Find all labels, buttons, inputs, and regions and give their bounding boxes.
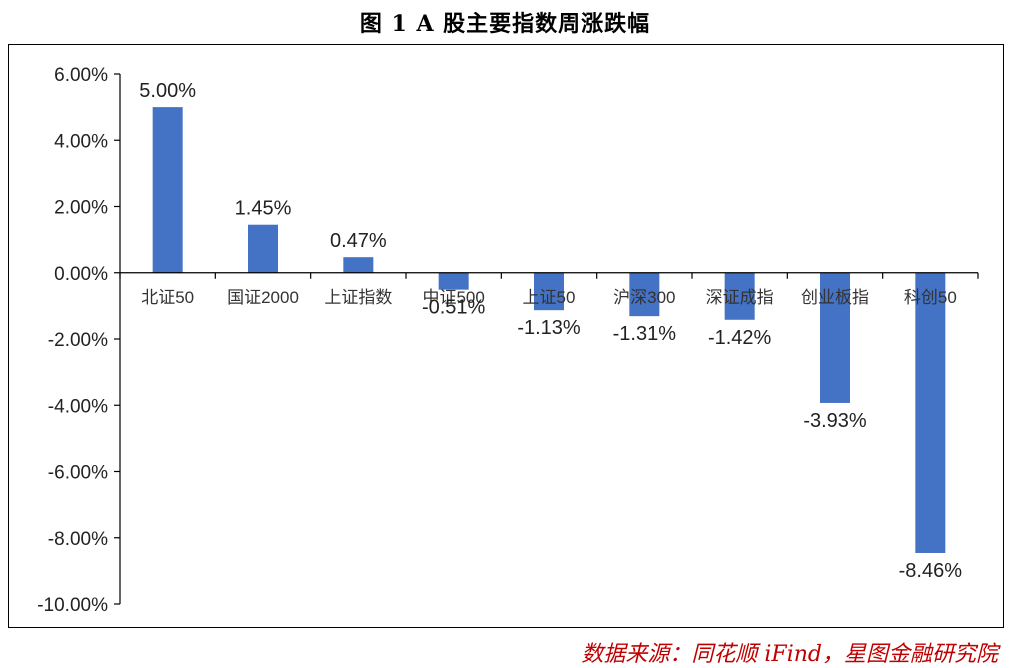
source-note: 数据来源：同花顺 iFind，星图金融研究院 [581, 642, 998, 667]
y-tick-label: 2.00% [54, 198, 108, 219]
chart-frame [8, 44, 1004, 628]
y-tick-label: -4.00% [48, 396, 108, 417]
y-tick-label: -8.00% [48, 529, 108, 550]
bar [820, 272, 850, 403]
bar [629, 272, 660, 317]
category-label: 沪深300 [613, 288, 675, 307]
category-label: 中证500 [422, 288, 484, 307]
chart-title: 图 1 A 股主要指数周涨跌幅 [359, 11, 651, 37]
bar [915, 272, 946, 553]
bar [438, 272, 469, 290]
y-axis: 6.00% 4.00% 2.00% 0.00% -2.00% -4.00% -6.00% -8… [37, 65, 121, 616]
data-label: -1.42% [708, 327, 772, 349]
bar [534, 272, 564, 311]
bar [343, 257, 374, 273]
y-tick-label: 0.00% [54, 264, 108, 285]
data-label: -1.13% [517, 317, 581, 339]
bar [152, 107, 183, 273]
y-tick-label: 4.00% [54, 131, 108, 152]
bars [152, 107, 946, 553]
data-label: -3.93% [803, 410, 867, 432]
category-label: 上证指数 [324, 288, 392, 307]
bar [248, 224, 278, 273]
x-axis [119, 272, 979, 279]
y-tick-label: -10.00% [37, 595, 108, 616]
category-label: 深证成指 [706, 288, 774, 307]
category-labels: 北证50 国证2000 上证指数 中证500 上证50 沪深300 深证成指 创业板指 科创50 [141, 288, 957, 307]
category-label: 科创50 [904, 288, 957, 307]
category-label: 国证2000 [227, 288, 299, 307]
y-tick-label: 6.00% [54, 65, 108, 86]
bar [724, 272, 755, 320]
y-tick-label: -2.00% [48, 330, 108, 351]
data-label: 5.00% [139, 80, 196, 102]
data-labels: 5.00% 1.45% 0.47% -0.51% -1.13% -1.31% -1.42% -… [139, 80, 962, 582]
category-label: 上证50 [523, 288, 576, 307]
y-tick-label: -6.00% [48, 463, 108, 484]
data-label: -1.31% [613, 323, 677, 345]
data-label: -0.51% [422, 297, 486, 319]
data-label: -8.46% [899, 560, 963, 582]
category-label: 创业板指 [801, 288, 869, 307]
data-label: 1.45% [235, 198, 292, 220]
category-label: 北证50 [141, 288, 194, 307]
data-label: 0.47% [330, 230, 387, 252]
